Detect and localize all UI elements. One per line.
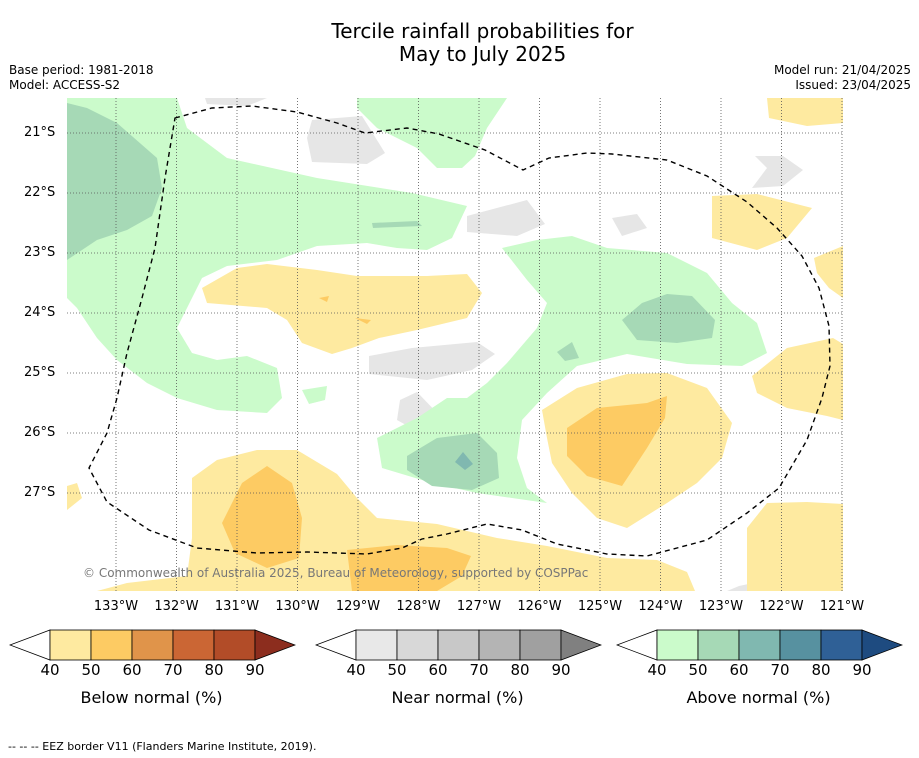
colorbar-tick: 40 [647,661,667,679]
base-period: Base period: 1981-2018 [9,63,154,77]
colorbar-tick: 70 [469,661,489,679]
below-normal-50-60-areas [222,296,667,591]
colorbar-tick: 70 [163,661,183,679]
longitude-label: 123°W [698,599,744,614]
latitude-label: 21°S [24,125,56,140]
colorbar-segment [519,629,562,661]
colorbar-segment [172,629,215,661]
colorbar-min-extension [9,629,51,661]
colorbar-min-extension [616,629,658,661]
copyright-notice: © Commonwealth of Australia 2025, Bureau… [83,566,589,580]
colorbar-tick: 50 [387,661,407,679]
colorbar-max-extension [560,629,602,661]
colorbar-segment [779,629,822,661]
colorbar-2 [616,629,903,661]
colorbar-segment [697,629,740,661]
colorbar-max-extension [861,629,903,661]
colorbar-tick: 50 [688,661,708,679]
longitude-label: 129°W [335,599,381,614]
meta-left: Base period: 1981-2018 Model: ACCESS-S2 [9,63,154,93]
colorbar-tick: 60 [122,661,142,679]
colorbar-segment [355,629,398,661]
colorbar-segment [437,629,480,661]
latitude-label: 25°S [24,365,56,380]
eez-border [88,105,831,557]
above-normal-50-60-areas [67,103,715,490]
graticule [67,98,843,591]
latitude-label: 27°S [24,485,56,500]
colorbar-tick: 90 [245,661,265,679]
colorbar-tick: 80 [510,661,530,679]
colorbar-segment [738,629,781,661]
longitude-label: 128°W [396,599,441,614]
colorbar-max-extension [254,629,296,661]
colorbar-segment [478,629,521,661]
colorbar-0 [9,629,296,661]
colorbar-tick: 70 [770,661,790,679]
colorbar-label: Near normal (%) [391,688,524,707]
colorbar-tick: 60 [729,661,749,679]
model-run: Model run: 21/04/2025 [773,63,911,77]
longitude-label: 132°W [154,599,199,614]
longitude-label: 130°W [275,599,320,614]
colorbar-segment [396,629,439,661]
longitude-label: 124°W [638,599,683,614]
model-name: Model: ACCESS-S2 [9,78,121,92]
colorbar-tick: 80 [811,661,831,679]
colorbar-segment [90,629,133,661]
colorbar-segment [131,629,174,661]
longitude-label: 131°W [214,599,260,614]
longitude-label: 121°W [819,599,865,614]
meta-right: Model run: 21/04/2025 Issued: 23/04/2025 [774,63,911,93]
rainfall-map [67,98,843,591]
colorbar-tick: 50 [81,661,101,679]
latitude-label: 26°S [24,425,56,440]
colorbar-tick: 80 [204,661,224,679]
latitude-label: 24°S [24,305,56,320]
colorbar-1 [315,629,602,661]
colorbar-segment [213,629,256,661]
colorbar-segment [656,629,699,661]
longitude-label: 122°W [759,599,804,614]
longitude-label: 127°W [456,599,502,614]
eez-footnote: -- -- -- EEZ border V11 (Flanders Marine… [8,740,317,753]
map-title: Tercile rainfall probabilities for May t… [0,20,919,66]
longitude-label: 125°W [577,599,623,614]
latitude-label: 22°S [24,185,56,200]
longitude-label: 126°W [517,599,562,614]
above-normal-60-70-areas [455,452,473,470]
colorbar-tick: 40 [346,661,366,679]
colorbar-tick: 60 [428,661,448,679]
colorbar-segment [820,629,863,661]
colorbar-label: Below normal (%) [80,688,223,707]
issued-date: Issued: 23/04/2025 [795,78,911,92]
title-line-1: Tercile rainfall probabilities for [331,19,634,43]
latitude-label: 23°S [24,245,56,260]
colorbar-tick: 90 [551,661,571,679]
colorbar-tick: 40 [40,661,60,679]
colorbar-tick: 90 [852,661,872,679]
longitude-label: 133°W [93,599,139,614]
colorbar-label: Above normal (%) [686,688,831,707]
colorbar-segment [49,629,92,661]
title-line-2: May to July 2025 [398,42,567,66]
colorbar-min-extension [315,629,357,661]
